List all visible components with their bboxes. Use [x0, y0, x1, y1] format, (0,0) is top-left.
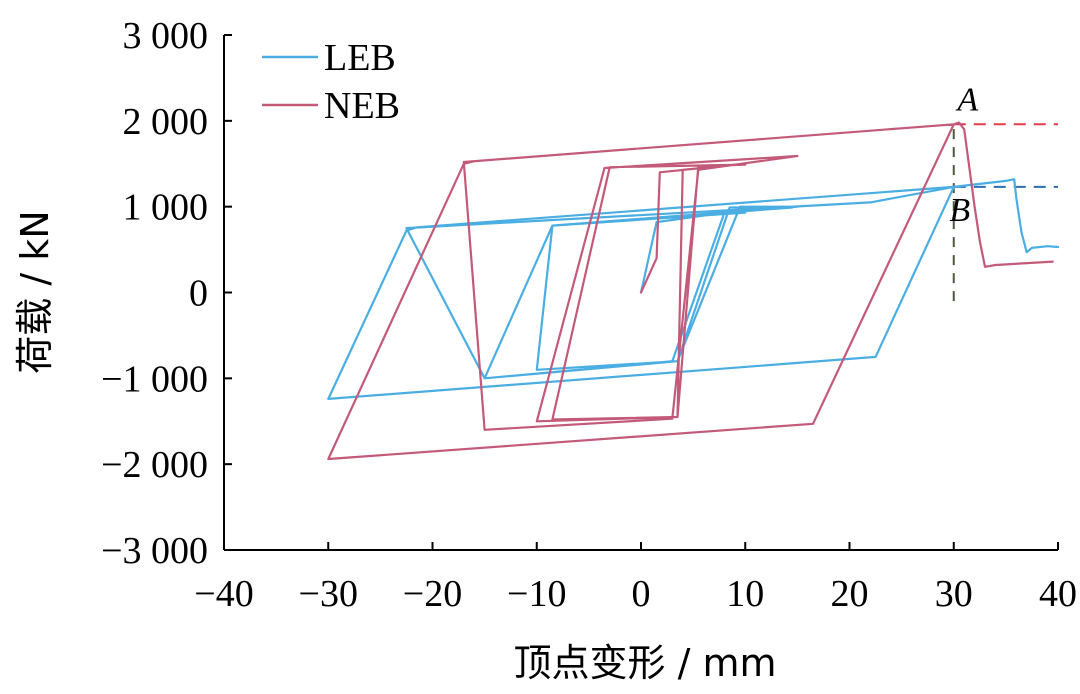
y-tick-label: 3 000 — [123, 15, 209, 57]
annotations: AB — [949, 81, 978, 229]
reference-lines — [952, 123, 1058, 302]
y-tick-label: 0 — [189, 273, 208, 315]
y-ticks: 3 000 2 000 1 000 0 −1 000 −2 000 −3 000 — [101, 15, 232, 572]
y-tick-label: −2 000 — [101, 444, 208, 486]
legend: LEB NEB — [262, 37, 400, 127]
x-ticks: −40 −30 −20 −10 0 10 20 30 40 — [194, 542, 1077, 615]
annotation-label-a: A — [955, 81, 978, 118]
series-line-neb — [327, 121, 1054, 461]
legend-label: LEB — [324, 37, 396, 79]
x-tick-label: 30 — [935, 573, 973, 615]
x-tick-label: −30 — [299, 573, 358, 615]
x-tick-label: 20 — [831, 573, 869, 615]
series-line-leb — [327, 178, 1060, 400]
x-tick-label: 0 — [632, 573, 651, 615]
x-tick-label: −40 — [194, 573, 253, 615]
y-axis-label: 荷载 / kN — [13, 210, 57, 373]
legend-label: NEB — [324, 85, 400, 127]
series — [327, 121, 1060, 461]
x-tick-label: 40 — [1039, 573, 1077, 615]
x-tick-label: −20 — [403, 573, 462, 615]
x-axis-label: 顶点变形 / mm — [514, 641, 777, 685]
x-tick-label: −10 — [507, 573, 566, 615]
y-tick-label: −3 000 — [101, 530, 208, 572]
y-tick-label: 2 000 — [123, 101, 209, 143]
y-tick-label: 1 000 — [123, 187, 209, 229]
x-tick-label: 10 — [726, 573, 764, 615]
annotation-label-b: B — [949, 192, 970, 229]
y-tick-label: −1 000 — [101, 358, 208, 400]
